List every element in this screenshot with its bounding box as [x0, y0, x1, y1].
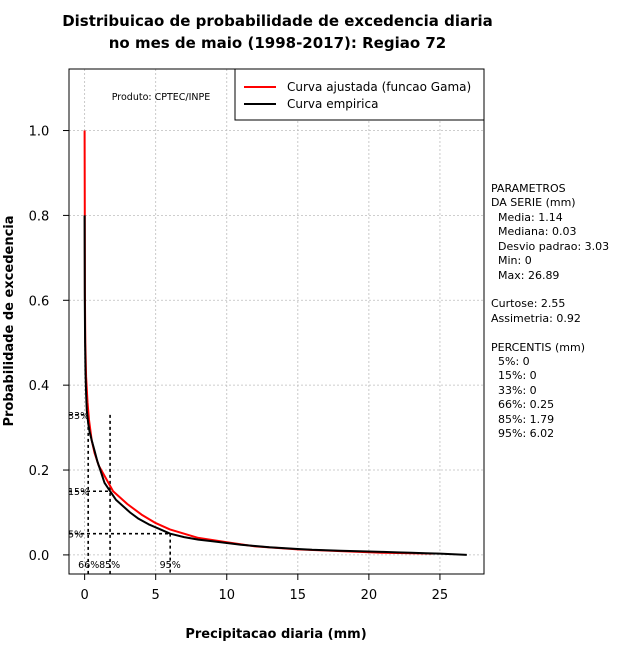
legend-label-empirical: Curva empirica — [287, 97, 378, 111]
percentile-label-95%: 95% — [160, 560, 181, 571]
percentile-label-15%: 15% — [68, 487, 89, 498]
x-tick-label: 5 — [152, 588, 160, 603]
param-min: Min: 0 — [498, 254, 532, 267]
legend-box — [234, 68, 485, 121]
percentil-5: 5%: 0 — [498, 355, 530, 368]
x-axis-label: Precipitacao diaria (mm) — [185, 627, 366, 642]
y-axis-label: Probabilidade de excedencia — [2, 215, 17, 426]
param-mediana: Mediana: 0.03 — [498, 225, 577, 238]
percentil-95: 95%: 6.02 — [498, 427, 555, 440]
percentil-15: 15%: 0 — [498, 369, 537, 382]
percentil-66: 66%: 0.25 — [498, 398, 555, 411]
param-assimetria: Assimetria: 0.92 — [491, 312, 581, 325]
axes: 0 5 10 15 20 25 0.0 0.2 0.4 0.6 0.8 1.0 — [29, 125, 449, 603]
param-max: Max: 26.89 — [498, 269, 560, 282]
param-desvio: Desvio padrao: 3.03 — [498, 240, 610, 253]
x-tick-label: 20 — [361, 588, 378, 603]
parametros-header2: DA SERIE (mm) — [491, 196, 576, 209]
product-label: Produto: CPTEC/INPE — [112, 92, 211, 103]
series-gamma-line — [83, 130, 433, 555]
y-tick-label: 0.8 — [29, 209, 50, 224]
grid-lines — [69, 69, 484, 574]
percentil-85: 85%: 1.79 — [498, 413, 555, 426]
percentile-label-66%: 66% — [78, 560, 99, 571]
x-tick-label: 0 — [80, 588, 88, 603]
y-tick-label: 1.0 — [29, 125, 50, 140]
y-tick-label: 0.6 — [29, 294, 50, 309]
param-media: Media: 1.14 — [498, 211, 563, 224]
series-empirical-line — [83, 215, 467, 556]
parametros-header1: PARAMETROS — [491, 182, 566, 195]
percentile-label-85%: 85% — [99, 560, 120, 571]
chart-title-line2: no mes de maio (1998-2017): Regiao 72 — [108, 34, 447, 52]
x-tick-label: 10 — [218, 588, 235, 603]
percentile-guides: 33% 15% 5% 95% 66% 85% — [68, 411, 181, 574]
y-tick-label: 0.4 — [29, 379, 50, 394]
series-group — [83, 130, 467, 556]
chart-title-line1: Distribuicao de probabilidade de exceden… — [62, 12, 493, 30]
legend-label-gamma: Curva ajustada (funcao Gama) — [287, 80, 471, 94]
x-tick-label: 15 — [290, 588, 307, 603]
percentile-label-33%: 33% — [68, 411, 89, 422]
percentis-header: PERCENTIS (mm) — [491, 341, 585, 354]
x-tick-label: 25 — [432, 588, 449, 603]
percentile-label-5%: 5% — [68, 530, 83, 541]
percentil-33: 33%: 0 — [498, 384, 537, 397]
legend: Curva ajustada (funcao Gama) Curva empir… — [234, 68, 485, 121]
param-curtose: Curtose: 2.55 — [491, 297, 566, 310]
y-tick-label: 0.2 — [29, 464, 50, 479]
plot-frame — [68, 68, 485, 575]
y-tick-label: 0.0 — [29, 549, 50, 564]
